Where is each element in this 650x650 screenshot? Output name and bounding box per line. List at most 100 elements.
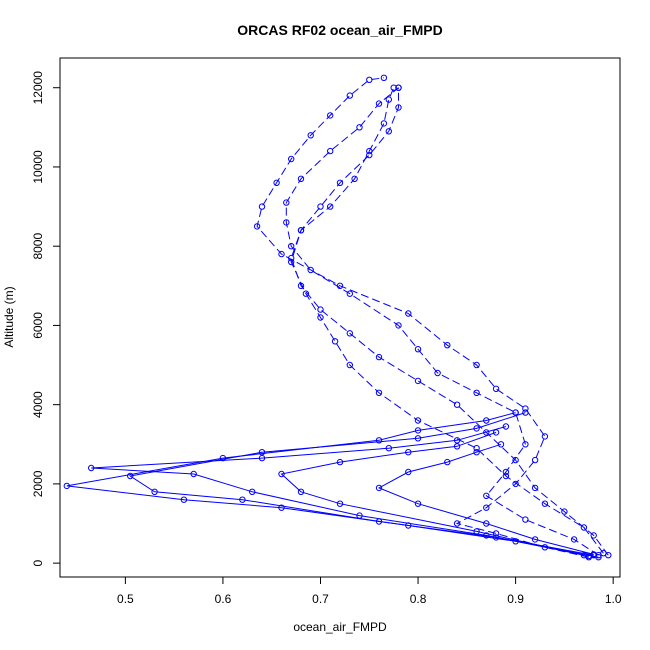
x-tick-label: 0.7 [312, 592, 329, 606]
data-point [385, 445, 392, 452]
data-point [283, 199, 290, 206]
data-point [473, 528, 480, 535]
series-line [290, 87, 604, 554]
data-point [273, 179, 280, 187]
data-point [483, 504, 490, 511]
data-point [531, 456, 539, 464]
data-point [453, 437, 461, 444]
series-8 [278, 429, 588, 559]
data-point [483, 492, 490, 499]
data-point [253, 223, 261, 230]
data-point [385, 128, 392, 135]
x-tick-label: 0.6 [215, 592, 232, 606]
data-point [492, 429, 500, 436]
y-axis-label: Altitude (m) [2, 286, 16, 347]
series-4 [288, 84, 612, 559]
data-point [385, 96, 392, 103]
data-point [522, 405, 529, 412]
data-point [390, 84, 397, 91]
data-point [336, 179, 344, 187]
data-point [590, 532, 597, 539]
data-point [561, 508, 568, 515]
data-point [351, 175, 358, 183]
data-point [297, 488, 305, 495]
data-point [249, 488, 256, 495]
data-point [288, 155, 295, 163]
data-point [356, 124, 363, 131]
data-point [380, 120, 388, 127]
data-point [258, 203, 266, 210]
data-point [541, 433, 549, 440]
y-tick-label: 6000 [31, 312, 45, 339]
data-point [317, 306, 324, 313]
x-tick-label: 1.0 [605, 592, 622, 606]
data-point [375, 100, 383, 107]
data-point [434, 369, 441, 377]
data-point [405, 310, 412, 317]
data-point [414, 377, 422, 385]
data-point [278, 470, 285, 478]
series-line [91, 426, 589, 557]
data-point [151, 488, 158, 495]
data-point [395, 104, 402, 111]
y-tick-label: 12000 [31, 71, 45, 105]
y-tick-label: 2000 [31, 470, 45, 497]
data-point [395, 84, 402, 91]
data-point [414, 435, 422, 442]
x-axis: 0.5 0.6 0.7 0.8 0.9 1.0 [117, 577, 622, 606]
data-point [522, 409, 529, 416]
data-point [414, 427, 422, 434]
data-point [375, 437, 383, 444]
data-point [590, 551, 597, 558]
data-point [380, 74, 388, 82]
series-6 [127, 409, 597, 559]
series-1 [253, 74, 592, 561]
data-point [239, 496, 246, 503]
data-point [512, 480, 519, 488]
data-point [297, 282, 305, 289]
data-point [366, 76, 373, 84]
data-point [346, 330, 353, 337]
data-point [522, 516, 529, 523]
data-point [307, 266, 314, 274]
data-point [473, 361, 480, 369]
data-point [63, 482, 71, 490]
x-tick-label: 0.9 [507, 592, 524, 606]
data-point [502, 423, 510, 430]
x-tick-label: 0.8 [410, 592, 427, 606]
data-point [473, 449, 480, 456]
data-point [302, 290, 310, 297]
data-point [331, 338, 339, 345]
data-point [473, 445, 480, 452]
chart-title: ORCAS RF02 ocean_air_FMPD [237, 22, 442, 38]
data-point [541, 500, 549, 507]
data-point [483, 417, 490, 424]
data-point [346, 290, 353, 297]
data-point [127, 472, 134, 480]
data-point [483, 532, 490, 539]
data-point [288, 258, 295, 266]
data-point [473, 425, 480, 432]
data-point [492, 534, 500, 541]
series-line [280, 431, 585, 556]
plot-area [59, 57, 621, 578]
data-point [346, 92, 353, 99]
data-point [405, 468, 412, 476]
data-point [512, 456, 519, 464]
data-point [473, 389, 480, 396]
data-point [492, 385, 500, 392]
data-point [288, 243, 295, 250]
series-line [377, 443, 594, 555]
data-point [570, 536, 578, 543]
data-point [283, 219, 290, 226]
data-point [531, 536, 539, 543]
data-point [605, 552, 612, 559]
data-point [580, 524, 588, 531]
data-point [317, 203, 324, 210]
data-point [327, 147, 334, 155]
data-point [336, 500, 344, 507]
data-point [414, 346, 422, 353]
y-tick-label: 10000 [31, 150, 45, 184]
data-point [288, 254, 295, 262]
